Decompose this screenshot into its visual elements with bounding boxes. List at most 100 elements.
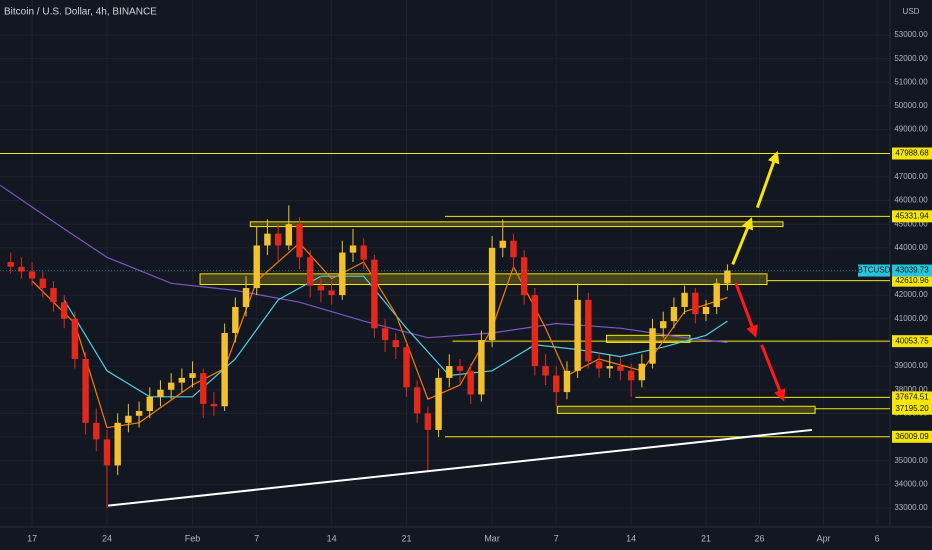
x-tick-label: 21: [701, 533, 711, 543]
candle-body: [242, 288, 250, 307]
y-tick-label: 45000.00: [894, 219, 928, 228]
x-tick-label: 6: [875, 533, 880, 543]
candle-body: [542, 366, 549, 376]
candle-body: [531, 295, 539, 367]
candle-body: [71, 318, 79, 359]
arrow-head: [741, 217, 753, 231]
candle-body: [135, 411, 143, 416]
candle-body: [435, 377, 442, 430]
y-tick-label: 53000.00: [894, 30, 928, 39]
candle-body: [649, 328, 656, 364]
level-label: 47988.68: [895, 149, 929, 158]
candle-body: [467, 370, 474, 395]
candle-body: [93, 422, 100, 440]
x-tick-label: 17: [27, 533, 37, 543]
candle-body: [317, 285, 325, 291]
candle-body: [349, 245, 357, 253]
candle-body: [125, 415, 132, 423]
candle-body: [167, 382, 175, 390]
zone-box: [556, 405, 816, 414]
y-tick-label: 35000.00: [894, 456, 928, 465]
y-tick-label: 51000.00: [894, 77, 928, 86]
y-tick-label: 46000.00: [894, 196, 928, 205]
candle-body: [403, 347, 410, 388]
candle-body: [724, 270, 731, 284]
candle-body: [446, 366, 453, 378]
candle-body: [221, 332, 228, 407]
level-tag: [892, 391, 932, 404]
arrow-head: [768, 150, 780, 165]
arrow-shaft: [734, 282, 754, 327]
y-tick-label: 52000.00: [894, 54, 928, 63]
candle-body: [606, 366, 613, 369]
candle-body: [702, 306, 710, 315]
arrow-shaft: [760, 344, 782, 391]
grid: [0, 0, 890, 525]
candle-body: [692, 292, 699, 315]
candle-body: [617, 366, 624, 371]
candle-body: [285, 224, 293, 246]
price-label: 43039.73: [895, 266, 929, 275]
x-tick-label: Mar: [484, 533, 500, 543]
candle-body: [520, 257, 528, 296]
candle-body: [563, 370, 571, 393]
x-tick-label: Feb: [185, 533, 201, 543]
candle-body: [488, 247, 496, 341]
level-tag: [892, 274, 932, 287]
candle-body: [28, 271, 36, 279]
candle-body: [253, 245, 260, 289]
candle-body: [210, 403, 218, 407]
candle-body: [18, 266, 25, 272]
candle-body: [82, 358, 89, 423]
axes: 33000.0034000.0035000.0036000.0037000.00…: [27, 30, 932, 543]
level-label: 36009.09: [895, 432, 929, 441]
candle-body: [146, 396, 153, 412]
candle-body: [60, 302, 68, 319]
candle-body: [510, 240, 517, 258]
candle-body: [660, 321, 667, 329]
y-tick-label: 50000.00: [894, 101, 928, 110]
candle-body: [157, 389, 164, 397]
y-tick-label: 47000.00: [894, 172, 928, 181]
arrow-head: [774, 388, 786, 402]
level-label: 40053.75: [895, 336, 929, 345]
level-tag: [892, 402, 932, 415]
level-tag: [892, 430, 932, 443]
y-tick-label: 33000.00: [894, 503, 928, 512]
currency-label: USD: [903, 7, 920, 16]
y-tick-label: 38000.00: [894, 385, 928, 394]
candle-body: [424, 413, 432, 430]
arrow-head: [746, 324, 758, 338]
candle-body: [50, 288, 57, 303]
arrow-shaft: [731, 227, 749, 265]
x-tick-label: 14: [327, 533, 337, 543]
candle-body: [553, 375, 560, 393]
candle-body: [178, 377, 186, 383]
trendline: [107, 428, 813, 507]
candle-body: [200, 373, 207, 404]
candle-body: [371, 259, 378, 329]
x-tick-label: 26: [754, 533, 764, 543]
candle-body: [360, 245, 367, 260]
candle-body: [264, 233, 271, 246]
x-tick-label: 7: [254, 533, 259, 543]
candle-body: [638, 363, 646, 381]
candle-body: [103, 439, 111, 466]
candle-body: [574, 299, 581, 371]
level-label: 42610.96: [895, 276, 929, 285]
candle-body: [296, 224, 303, 258]
plot: [0, 150, 890, 508]
y-tick-label: 41000.00: [894, 314, 928, 323]
candle-body: [413, 387, 421, 414]
level-label: 37195.20: [895, 404, 929, 413]
candle-body: [114, 422, 121, 466]
arrow-shaft: [755, 161, 776, 209]
moving-average: [0, 184, 728, 343]
candle-body: [713, 283, 720, 307]
y-tick-label: 34000.00: [894, 479, 928, 488]
x-tick-label: 24: [102, 533, 112, 543]
candle-body: [7, 262, 14, 267]
